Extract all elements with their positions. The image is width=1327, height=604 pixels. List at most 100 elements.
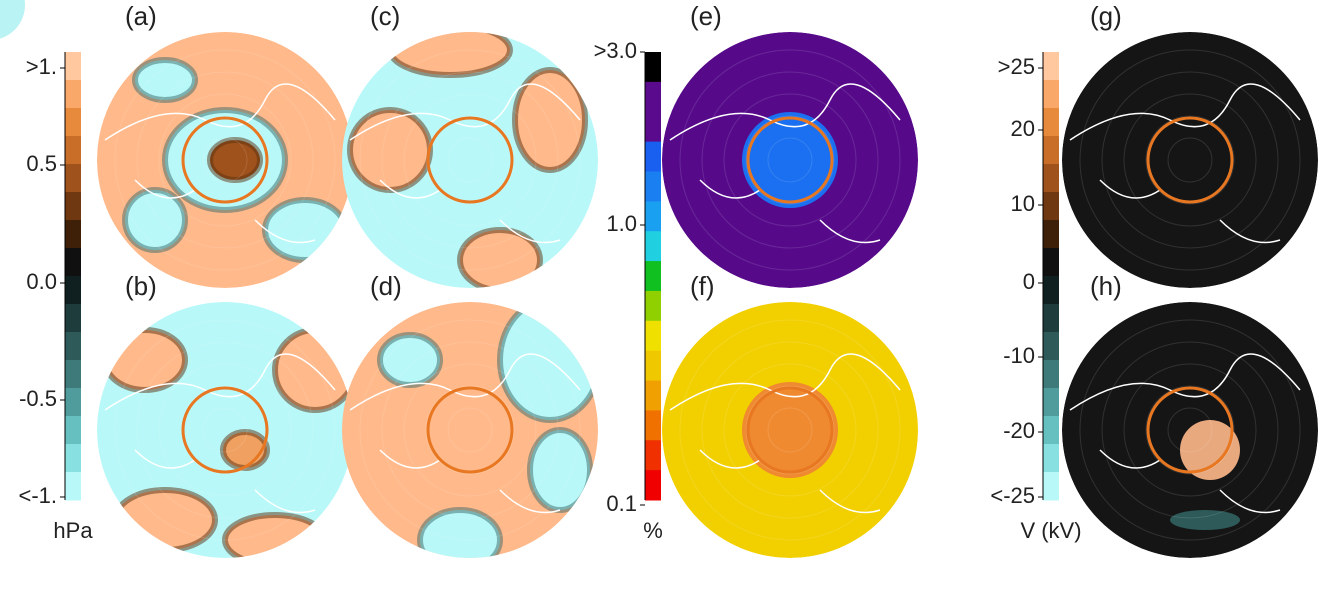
colorbar-step bbox=[65, 164, 81, 193]
colorbar-step bbox=[65, 472, 81, 501]
colorbar-tick-label: 20 bbox=[1011, 116, 1035, 141]
map-region bbox=[0, 0, 25, 40]
colorbar-tick-label: <-1. bbox=[18, 483, 57, 508]
map-panel bbox=[662, 32, 918, 288]
colorbar-step bbox=[65, 332, 81, 361]
colorbar-step bbox=[645, 381, 661, 411]
colorbar-step bbox=[645, 261, 661, 291]
colorbar-step bbox=[65, 136, 81, 165]
colorbar-step bbox=[645, 410, 661, 440]
map-content bbox=[97, 32, 353, 288]
colorbar-tick-label: >1. bbox=[26, 54, 57, 79]
map-region bbox=[350, 110, 430, 190]
colorbar-step bbox=[65, 220, 81, 249]
colorbar-step bbox=[1043, 276, 1059, 305]
map-region bbox=[135, 60, 195, 100]
colorbar-step bbox=[645, 291, 661, 321]
colorbar-unit: hPa bbox=[53, 518, 93, 543]
map-region bbox=[530, 430, 590, 510]
panel-label: (f) bbox=[690, 271, 715, 301]
panel-label: (h) bbox=[1090, 271, 1122, 301]
colorbar-step bbox=[65, 192, 81, 221]
panel-label: (g) bbox=[1090, 1, 1122, 31]
colorbar-step bbox=[65, 52, 81, 81]
colorbar-step bbox=[1043, 164, 1059, 193]
map-region bbox=[275, 330, 355, 410]
colorbar-step bbox=[1043, 192, 1059, 221]
colorbar-step bbox=[1043, 220, 1059, 249]
map-content bbox=[342, 300, 600, 570]
colorbar-tick-label: -10 bbox=[1003, 343, 1035, 368]
colorbar-step bbox=[645, 171, 661, 201]
map-content bbox=[1062, 302, 1318, 558]
colorbar-step bbox=[1043, 360, 1059, 389]
map-content bbox=[97, 302, 355, 565]
colorbar-step bbox=[645, 112, 661, 142]
map-panel bbox=[662, 302, 918, 558]
colorbar-step bbox=[1043, 416, 1059, 445]
colorbar-step bbox=[65, 108, 81, 137]
map-region bbox=[1170, 510, 1240, 530]
map-content bbox=[1062, 32, 1318, 288]
colorbar-tick-label: 0.0 bbox=[26, 269, 57, 294]
panel-label: (c) bbox=[370, 1, 400, 31]
colorbar-step bbox=[645, 201, 661, 231]
map-region bbox=[210, 140, 260, 180]
colorbar-tick-label: 0 bbox=[1023, 269, 1035, 294]
colorbar-tick-label: >3.0 bbox=[594, 38, 637, 63]
colorbar-step bbox=[645, 321, 661, 351]
colorbar-step bbox=[65, 360, 81, 389]
colorbar-step bbox=[1043, 108, 1059, 137]
colorbar-step bbox=[1043, 80, 1059, 109]
panel-label: (d) bbox=[370, 271, 402, 301]
map-disc bbox=[1062, 32, 1318, 288]
map-panel bbox=[97, 302, 355, 565]
colorbar-step bbox=[1043, 136, 1059, 165]
colorbar-step bbox=[645, 52, 661, 82]
map-region bbox=[390, 25, 510, 75]
colorbar-step bbox=[645, 82, 661, 112]
colorbar-step bbox=[65, 248, 81, 277]
colorbar-step bbox=[65, 388, 81, 417]
colorbar-step bbox=[645, 231, 661, 261]
colorbar-step bbox=[1043, 388, 1059, 417]
colorbar-tick-label: -0.5 bbox=[19, 386, 57, 411]
map-region bbox=[380, 335, 440, 385]
colorbar-unit: % bbox=[643, 518, 663, 543]
map-region bbox=[105, 330, 185, 390]
colorbar-tick-label: 0.1 bbox=[606, 491, 637, 516]
colorbar-tick-label: >25 bbox=[998, 54, 1035, 79]
map-panel bbox=[342, 300, 600, 570]
colorbar-unit: V (kV) bbox=[1020, 518, 1081, 543]
colorbar-tick-label: -20 bbox=[1003, 418, 1035, 443]
map-region bbox=[225, 515, 325, 565]
figure: (a)(b)(c)(d)(e)(f)(g)(h)>1.0.50.0-0.5<-1… bbox=[0, 0, 1327, 599]
colorbar-step bbox=[645, 142, 661, 172]
colorbar-step bbox=[645, 351, 661, 381]
colorbar-step bbox=[65, 304, 81, 333]
colorbar-step bbox=[65, 444, 81, 473]
colorbar-step bbox=[1043, 248, 1059, 277]
panel-label: (b) bbox=[125, 271, 157, 301]
colorbar-step bbox=[645, 470, 661, 500]
map-content bbox=[662, 32, 918, 288]
colorbar-tick-label: 1.0 bbox=[606, 211, 637, 236]
colorbar-step bbox=[645, 440, 661, 470]
colorbar-step bbox=[65, 276, 81, 305]
colorbar-step bbox=[1043, 444, 1059, 473]
colorbar-step bbox=[65, 80, 81, 109]
map-region bbox=[265, 200, 345, 260]
colorbar-tick-label: 10 bbox=[1011, 191, 1035, 216]
colorbar-step bbox=[65, 416, 81, 445]
map-region bbox=[125, 190, 185, 250]
panel-label: (a) bbox=[125, 1, 157, 31]
map-region bbox=[500, 300, 600, 420]
colorbar-step bbox=[1043, 52, 1059, 81]
map-panel bbox=[97, 32, 353, 288]
map-region bbox=[115, 490, 215, 550]
colorbar-step bbox=[1043, 304, 1059, 333]
colorbar-step bbox=[1043, 332, 1059, 361]
colorbar-tick-label: <-25 bbox=[990, 483, 1035, 508]
map-content bbox=[342, 25, 598, 290]
map-panel bbox=[342, 25, 598, 290]
